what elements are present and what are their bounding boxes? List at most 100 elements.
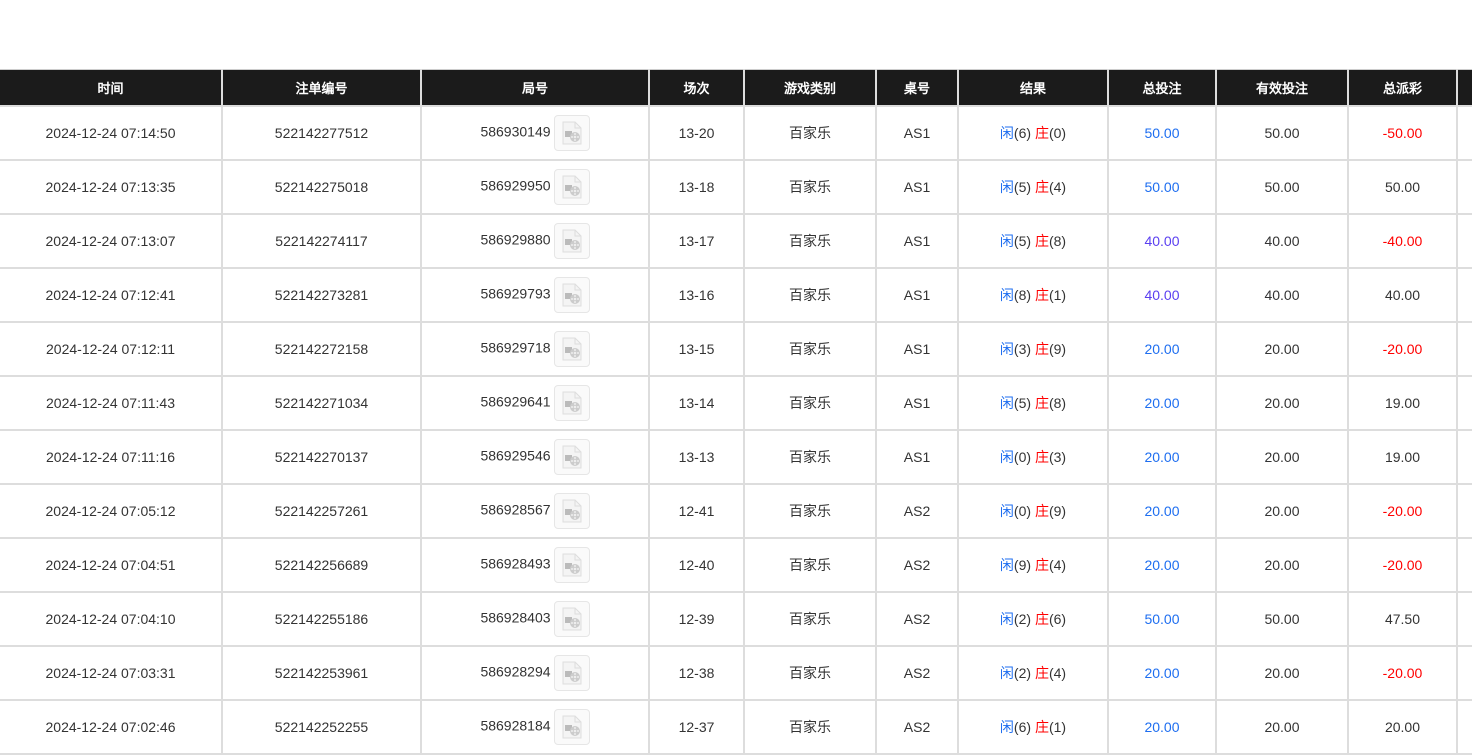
round-cell: 586929718 bbox=[420, 321, 650, 377]
total-bet-cell: 40.00 bbox=[1107, 267, 1217, 323]
total-bet-cell: 20.00 bbox=[1107, 699, 1217, 755]
extra-cell bbox=[1456, 645, 1472, 701]
bet-id-cell: 522142275018 bbox=[221, 159, 422, 215]
result-cell: 闲(5) 庄(4) bbox=[957, 159, 1109, 215]
extra-cell bbox=[1456, 483, 1472, 539]
banker-score: (6) bbox=[1048, 611, 1067, 627]
video-replay-icon[interactable] bbox=[553, 223, 590, 259]
result-cell: 闲(0) 庄(3) bbox=[957, 429, 1109, 485]
banker-score: (8) bbox=[1048, 233, 1067, 249]
valid-bet-cell: 20.00 bbox=[1215, 645, 1349, 701]
round-cell: 586928184 bbox=[420, 699, 650, 755]
round-number: 586929880 bbox=[480, 231, 551, 248]
header-valid-bet: 有效投注 bbox=[1215, 69, 1349, 107]
table-no-cell: AS2 bbox=[875, 699, 959, 755]
valid-bet-cell: 40.00 bbox=[1215, 267, 1349, 323]
result-cell: 闲(5) 庄(8) bbox=[957, 375, 1109, 431]
payout-cell: 40.00 bbox=[1347, 267, 1458, 323]
video-replay-icon[interactable] bbox=[553, 115, 590, 151]
table-header-row: 时间 注单编号 局号 场次 游戏类别 桌号 结果 总投注 有效投注 总派彩 bbox=[0, 69, 1472, 107]
player-score: (6) bbox=[1013, 719, 1032, 735]
banker-score: (9) bbox=[1048, 503, 1067, 519]
game-type-cell: 百家乐 bbox=[743, 483, 877, 539]
table-no-cell: AS2 bbox=[875, 645, 959, 701]
valid-bet-cell: 20.00 bbox=[1215, 483, 1349, 539]
player-score: (8) bbox=[1013, 287, 1032, 303]
round-number: 586928403 bbox=[480, 609, 551, 626]
game-type-cell: 百家乐 bbox=[743, 699, 877, 755]
video-replay-icon[interactable] bbox=[553, 439, 590, 475]
player-label: 闲 bbox=[999, 611, 1014, 627]
payout-cell: -20.00 bbox=[1347, 483, 1458, 539]
table-no-cell: AS2 bbox=[875, 483, 959, 539]
header-round: 局号 bbox=[420, 69, 650, 107]
table-row: 2024-12-24 07:11:16 522142270137 5869295… bbox=[0, 429, 1472, 485]
video-replay-icon[interactable] bbox=[553, 331, 590, 367]
valid-bet-cell: 20.00 bbox=[1215, 375, 1349, 431]
player-score: (2) bbox=[1013, 665, 1032, 681]
bet-history-table: 时间 注单编号 局号 场次 游戏类别 桌号 结果 总投注 有效投注 总派彩 2024-12-24 … bbox=[0, 69, 1472, 755]
banker-label: 庄 bbox=[1034, 611, 1049, 627]
header-total-bet: 总投注 bbox=[1107, 69, 1217, 107]
time-cell: 2024-12-24 07:02:46 bbox=[0, 699, 223, 755]
banker-label: 庄 bbox=[1034, 287, 1049, 303]
banker-label: 庄 bbox=[1034, 557, 1049, 573]
player-score: (5) bbox=[1013, 395, 1032, 411]
video-replay-icon[interactable] bbox=[553, 709, 590, 745]
table-no-cell: AS1 bbox=[875, 375, 959, 431]
banker-score: (3) bbox=[1048, 449, 1067, 465]
extra-cell bbox=[1456, 429, 1472, 485]
round-cell: 586929880 bbox=[420, 213, 650, 269]
round-number: 586929546 bbox=[480, 447, 551, 464]
time-cell: 2024-12-24 07:05:12 bbox=[0, 483, 223, 539]
banker-score: (8) bbox=[1048, 395, 1067, 411]
shoe-cell: 13-16 bbox=[648, 267, 745, 323]
banker-label: 庄 bbox=[1034, 125, 1049, 141]
table-row: 2024-12-24 07:14:50 522142277512 5869301… bbox=[0, 105, 1472, 161]
valid-bet-cell: 50.00 bbox=[1215, 159, 1349, 215]
banker-score: (0) bbox=[1048, 125, 1067, 141]
video-replay-icon[interactable] bbox=[553, 655, 590, 691]
time-cell: 2024-12-24 07:12:11 bbox=[0, 321, 223, 377]
video-replay-icon[interactable] bbox=[553, 385, 590, 421]
player-label: 闲 bbox=[999, 557, 1014, 573]
game-type-cell: 百家乐 bbox=[743, 537, 877, 593]
banker-label: 庄 bbox=[1034, 233, 1049, 249]
round-cell: 586928493 bbox=[420, 537, 650, 593]
extra-cell bbox=[1456, 213, 1472, 269]
video-replay-icon[interactable] bbox=[553, 547, 590, 583]
player-label: 闲 bbox=[999, 719, 1014, 735]
table-row: 2024-12-24 07:05:12 522142257261 5869285… bbox=[0, 483, 1472, 539]
valid-bet-cell: 50.00 bbox=[1215, 105, 1349, 161]
banker-label: 庄 bbox=[1034, 503, 1049, 519]
game-type-cell: 百家乐 bbox=[743, 591, 877, 647]
banker-label: 庄 bbox=[1034, 341, 1049, 357]
game-type-cell: 百家乐 bbox=[743, 321, 877, 377]
payout-cell: -20.00 bbox=[1347, 537, 1458, 593]
player-score: (3) bbox=[1013, 341, 1032, 357]
round-cell: 586929950 bbox=[420, 159, 650, 215]
header-time: 时间 bbox=[0, 69, 223, 107]
video-replay-icon[interactable] bbox=[553, 601, 590, 637]
bet-history-table-wrapper: 时间 注单编号 局号 场次 游戏类别 桌号 结果 总投注 有效投注 总派彩 2024-12-24 … bbox=[0, 69, 1472, 755]
video-replay-icon[interactable] bbox=[553, 493, 590, 529]
extra-cell bbox=[1456, 159, 1472, 215]
payout-cell: 47.50 bbox=[1347, 591, 1458, 647]
shoe-cell: 12-38 bbox=[648, 645, 745, 701]
extra-cell bbox=[1456, 321, 1472, 377]
game-type-cell: 百家乐 bbox=[743, 105, 877, 161]
round-cell: 586928294 bbox=[420, 645, 650, 701]
player-label: 闲 bbox=[999, 665, 1014, 681]
table-no-cell: AS1 bbox=[875, 213, 959, 269]
result-cell: 闲(6) 庄(1) bbox=[957, 699, 1109, 755]
banker-label: 庄 bbox=[1034, 179, 1049, 195]
video-replay-icon[interactable] bbox=[553, 169, 590, 205]
banker-label: 庄 bbox=[1034, 395, 1049, 411]
time-cell: 2024-12-24 07:11:43 bbox=[0, 375, 223, 431]
result-cell: 闲(2) 庄(4) bbox=[957, 645, 1109, 701]
shoe-cell: 12-41 bbox=[648, 483, 745, 539]
round-cell: 586928567 bbox=[420, 483, 650, 539]
shoe-cell: 13-20 bbox=[648, 105, 745, 161]
valid-bet-cell: 20.00 bbox=[1215, 699, 1349, 755]
video-replay-icon[interactable] bbox=[553, 277, 590, 313]
